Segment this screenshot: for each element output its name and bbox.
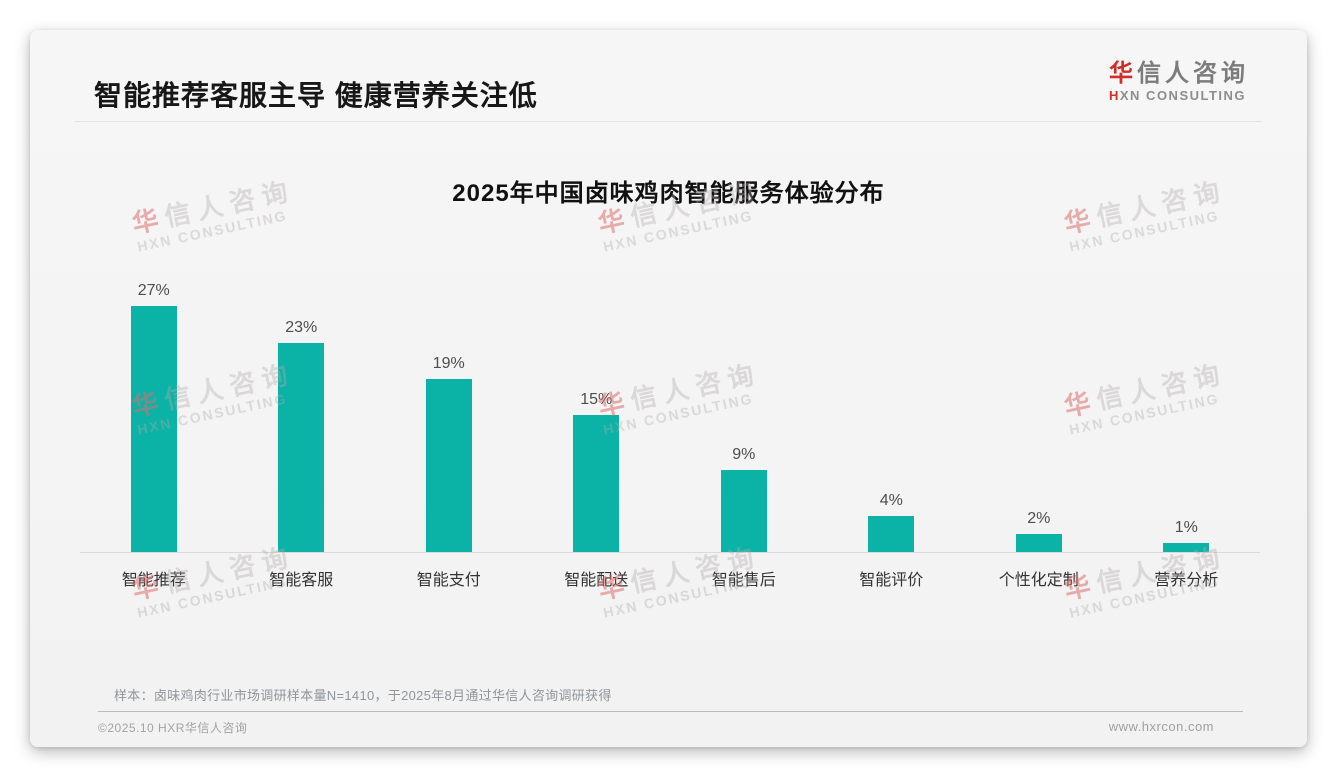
bar-value-label: 15%: [580, 391, 613, 408]
copyright-text: ©2025.10 HXR华信人咨询: [98, 721, 248, 735]
bar-智能支付: [425, 379, 472, 552]
footer-divider: [98, 711, 1243, 712]
bar-column: 19%: [375, 355, 523, 552]
category-label: 智能推荐: [121, 572, 186, 589]
category-label: 智能支付: [416, 572, 481, 589]
logo-english-text: HXN CONSULTING: [1109, 88, 1249, 104]
chart-title: 2025年中国卤味鸡肉智能服务体验分布: [452, 180, 885, 207]
website-url: www.hxrcon.com: [1108, 719, 1214, 734]
category-label: 智能客服: [269, 572, 334, 589]
bars-row: 27% 23% 19% 15% 9% 4% 2% 1%: [80, 268, 1260, 552]
bar-value-label: 4%: [879, 492, 903, 509]
logo-accent-char: 华: [1109, 60, 1137, 87]
logo-cn-rest: 信人咨询: [1137, 60, 1249, 87]
category-label: 个性化定制: [998, 572, 1079, 589]
category-label: 智能评价: [859, 572, 924, 589]
slide-card: 智能推荐客服主导 健康营养关注低 华信人咨询 HXN CONSULTING 20…: [30, 30, 1307, 747]
x-axis-line: [80, 552, 1260, 553]
bar-chart: 27% 23% 19% 15% 9% 4% 2% 1% 智能推荐 智能客服 智能支付 智能配送 智能售…: [80, 268, 1260, 590]
bar-value-label: 2%: [1027, 510, 1051, 527]
logo-chinese-text: 华信人咨询: [1109, 60, 1249, 88]
bar-智能配送: [573, 415, 620, 552]
company-logo: 华信人咨询 HXN CONSULTING: [1109, 60, 1249, 104]
bar-column: 15%: [523, 391, 671, 552]
logo-en-rest: XN CONSULTING: [1119, 88, 1247, 103]
bar-column: 27%: [80, 282, 228, 552]
sample-note: 样本：卤味鸡肉行业市场调研样本量N=1410，于2025年8月通过华信人咨询调研…: [114, 688, 612, 703]
bar-value-label: 27%: [137, 282, 170, 299]
page-title: 智能推荐客服主导 健康营养关注低: [94, 80, 538, 111]
bar-智能售后: [720, 470, 767, 552]
bar-智能评价: [868, 516, 915, 552]
bar-营养分析: [1163, 543, 1210, 552]
category-label: 营养分析: [1154, 572, 1219, 589]
bar-个性化定制: [1015, 534, 1062, 552]
bar-智能推荐: [130, 306, 177, 552]
bar-value-label: 19%: [432, 355, 465, 372]
category-labels-row: 智能推荐 智能客服 智能支付 智能配送 智能售后 智能评价 个性化定制 营养分析: [80, 553, 1260, 590]
bar-value-label: 23%: [285, 319, 318, 336]
bar-column: 9%: [670, 446, 818, 552]
logo-accent-letter: H: [1109, 88, 1120, 103]
bar-column: 23%: [228, 319, 376, 552]
bar-column: 2%: [965, 510, 1113, 552]
bar-value-label: 1%: [1174, 519, 1198, 536]
footer: ©2025.10 HXR华信人咨询 www.hxrcon.com: [98, 719, 1244, 736]
header-divider: [75, 121, 1262, 122]
bar-智能客服: [278, 343, 325, 552]
bar-value-label: 9%: [732, 446, 756, 463]
bar-column: 4%: [818, 492, 966, 552]
bar-column: 1%: [1113, 519, 1261, 552]
category-label: 智能配送: [564, 572, 629, 589]
category-label: 智能售后: [711, 572, 776, 589]
